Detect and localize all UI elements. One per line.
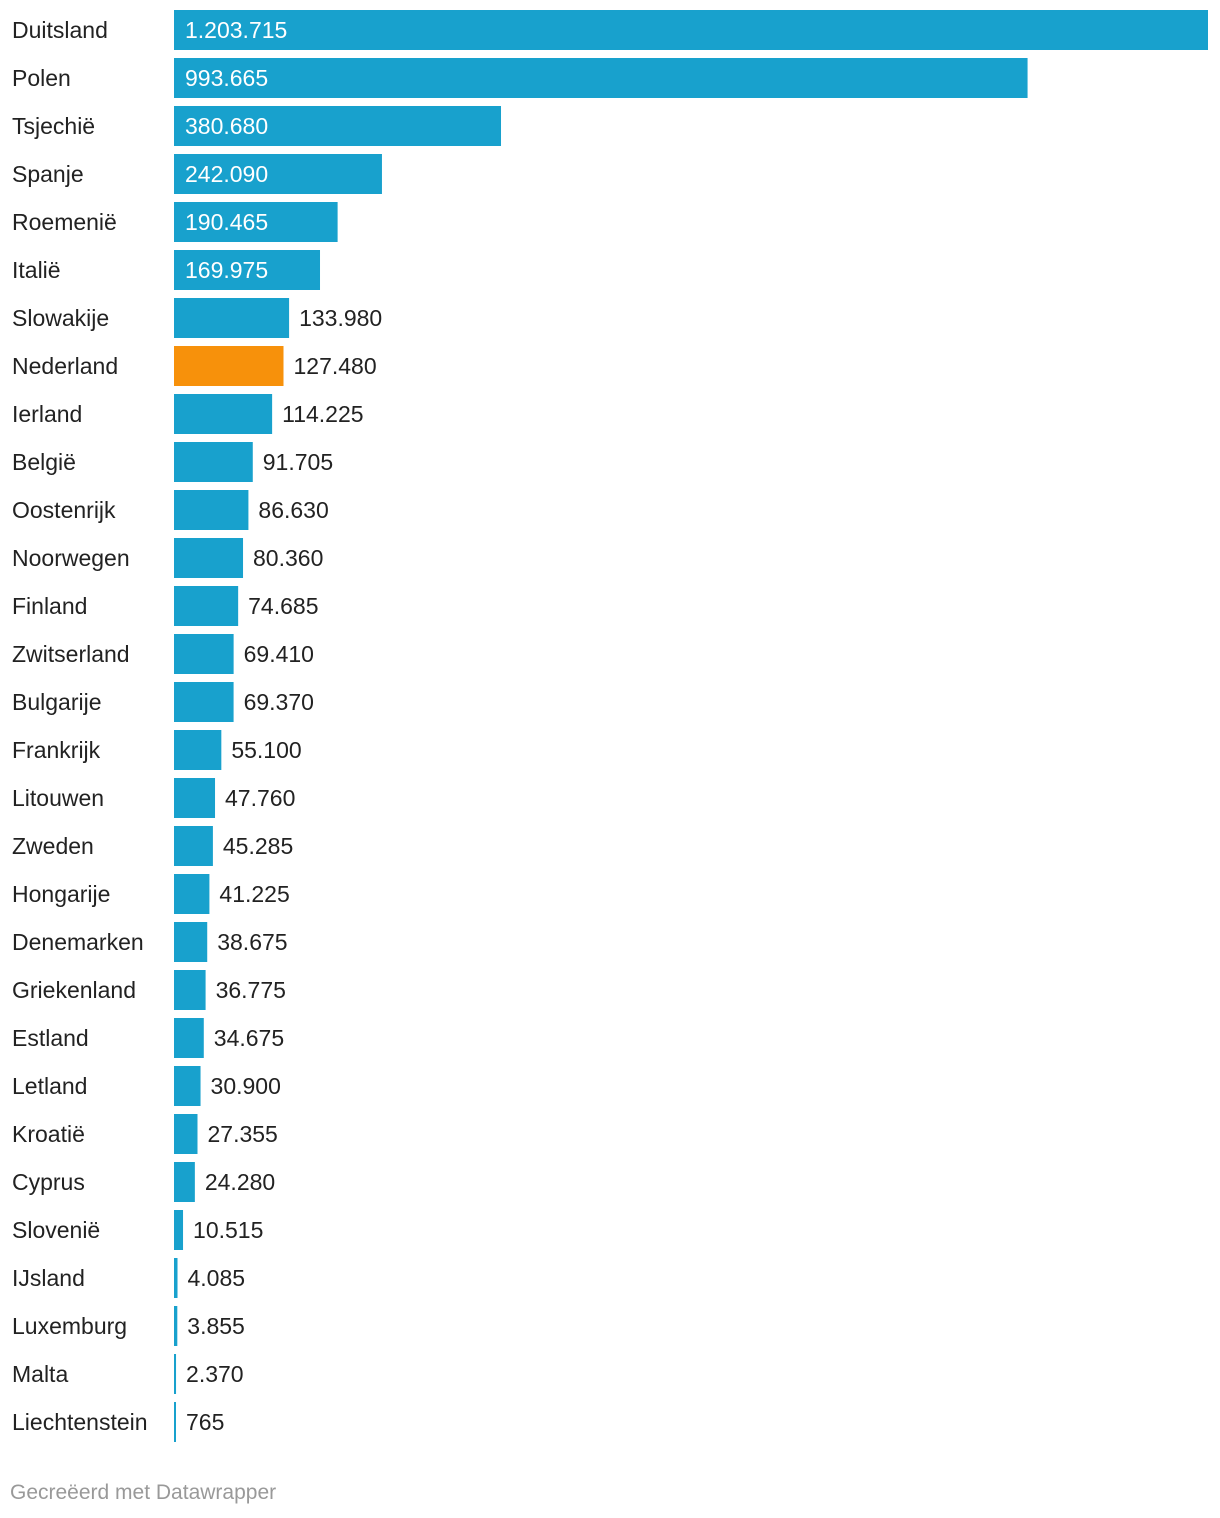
bar <box>174 778 216 818</box>
category-label: Polen <box>12 65 71 91</box>
category-label: IJsland <box>12 1265 85 1291</box>
value-label: 69.410 <box>244 641 314 667</box>
bar <box>174 682 234 722</box>
value-label: 27.355 <box>207 1121 277 1147</box>
value-label: 2.370 <box>186 1361 244 1387</box>
value-label: 1.203.715 <box>185 17 287 43</box>
bar <box>174 202 338 242</box>
category-label: Frankrijk <box>12 737 101 763</box>
category-label: Hongarije <box>12 881 110 907</box>
bar <box>174 634 234 674</box>
bar <box>174 106 502 146</box>
bar <box>174 394 273 434</box>
bar <box>174 586 239 626</box>
value-label: 55.100 <box>231 737 301 763</box>
value-label: 74.685 <box>248 593 318 619</box>
category-label: Liechtenstein <box>12 1409 148 1435</box>
category-label: Zwitserland <box>12 641 130 667</box>
bar <box>174 1114 198 1154</box>
category-label: Bulgarije <box>12 689 102 715</box>
value-label: 380.680 <box>185 113 268 139</box>
bar <box>174 1258 178 1298</box>
category-label: Oostenrijk <box>12 497 116 523</box>
value-label: 4.085 <box>188 1265 246 1291</box>
bar-chart: Duitsland 1.203.715 Polen 993.665 Tsjechië 38… <box>12 10 1208 1442</box>
bar <box>174 442 253 482</box>
category-label: Tsjechië <box>12 113 95 139</box>
bar <box>174 1018 204 1058</box>
bar <box>174 1210 184 1250</box>
bar <box>174 10 1208 50</box>
bar <box>174 490 249 530</box>
value-label: 127.480 <box>294 353 377 379</box>
category-label: Roemenië <box>12 209 117 235</box>
value-label: 3.855 <box>187 1313 245 1339</box>
category-label: Italië <box>12 257 61 283</box>
category-label: Ierland <box>12 401 82 427</box>
category-label: Malta <box>12 1361 68 1387</box>
category-label: Estland <box>12 1025 89 1051</box>
bar <box>174 58 1028 98</box>
value-label: 133.980 <box>299 305 382 331</box>
value-label: 169.975 <box>185 257 268 283</box>
bar <box>174 1354 177 1394</box>
value-label: 47.760 <box>225 785 295 811</box>
value-label: 765 <box>186 1409 224 1435</box>
footer-credit: Gecreëerd met Datawrapper <box>10 1481 277 1504</box>
value-label: 34.675 <box>214 1025 284 1051</box>
category-label: Luxemburg <box>12 1313 127 1339</box>
value-label: 114.225 <box>282 401 363 427</box>
bar <box>174 826 213 866</box>
value-label: 86.630 <box>258 497 328 523</box>
value-label: 993.665 <box>185 65 268 91</box>
value-label: 242.090 <box>185 161 268 187</box>
bar <box>174 922 208 962</box>
bar <box>174 538 244 578</box>
value-label: 91.705 <box>263 449 333 475</box>
category-label: Griekenland <box>12 977 136 1003</box>
bar <box>174 874 210 914</box>
value-label: 41.225 <box>219 881 289 907</box>
bar <box>174 1306 178 1346</box>
value-label: 45.285 <box>223 833 293 859</box>
category-label: Slowakije <box>12 305 109 331</box>
value-label: 69.370 <box>244 689 314 715</box>
value-label: 10.515 <box>193 1217 263 1243</box>
value-label: 38.675 <box>217 929 287 955</box>
bar <box>174 1402 176 1442</box>
value-label: 36.775 <box>216 977 286 1003</box>
category-label: Slovenië <box>12 1217 100 1243</box>
category-label: Letland <box>12 1073 87 1099</box>
category-label: Cyprus <box>12 1169 85 1195</box>
bar <box>174 970 206 1010</box>
value-label: 80.360 <box>253 545 323 571</box>
category-label: Spanje <box>12 161 84 187</box>
category-label: Kroatië <box>12 1121 85 1147</box>
category-label: Noorwegen <box>12 545 130 571</box>
category-label: Duitsland <box>12 17 108 43</box>
value-label: 190.465 <box>185 209 268 235</box>
category-label: Denemarken <box>12 929 144 955</box>
value-label: 24.280 <box>205 1169 275 1195</box>
bar <box>174 298 290 338</box>
category-label: België <box>12 449 76 475</box>
value-label: 30.900 <box>211 1073 281 1099</box>
category-label: Litouwen <box>12 785 104 811</box>
category-label: Nederland <box>12 353 118 379</box>
category-label: Finland <box>12 593 87 619</box>
bar <box>174 154 382 194</box>
category-label: Zweden <box>12 833 94 859</box>
bar <box>174 1162 195 1202</box>
bar <box>174 1066 201 1106</box>
bar-highlighted <box>174 346 284 386</box>
bar <box>174 250 321 290</box>
bar <box>174 730 222 770</box>
